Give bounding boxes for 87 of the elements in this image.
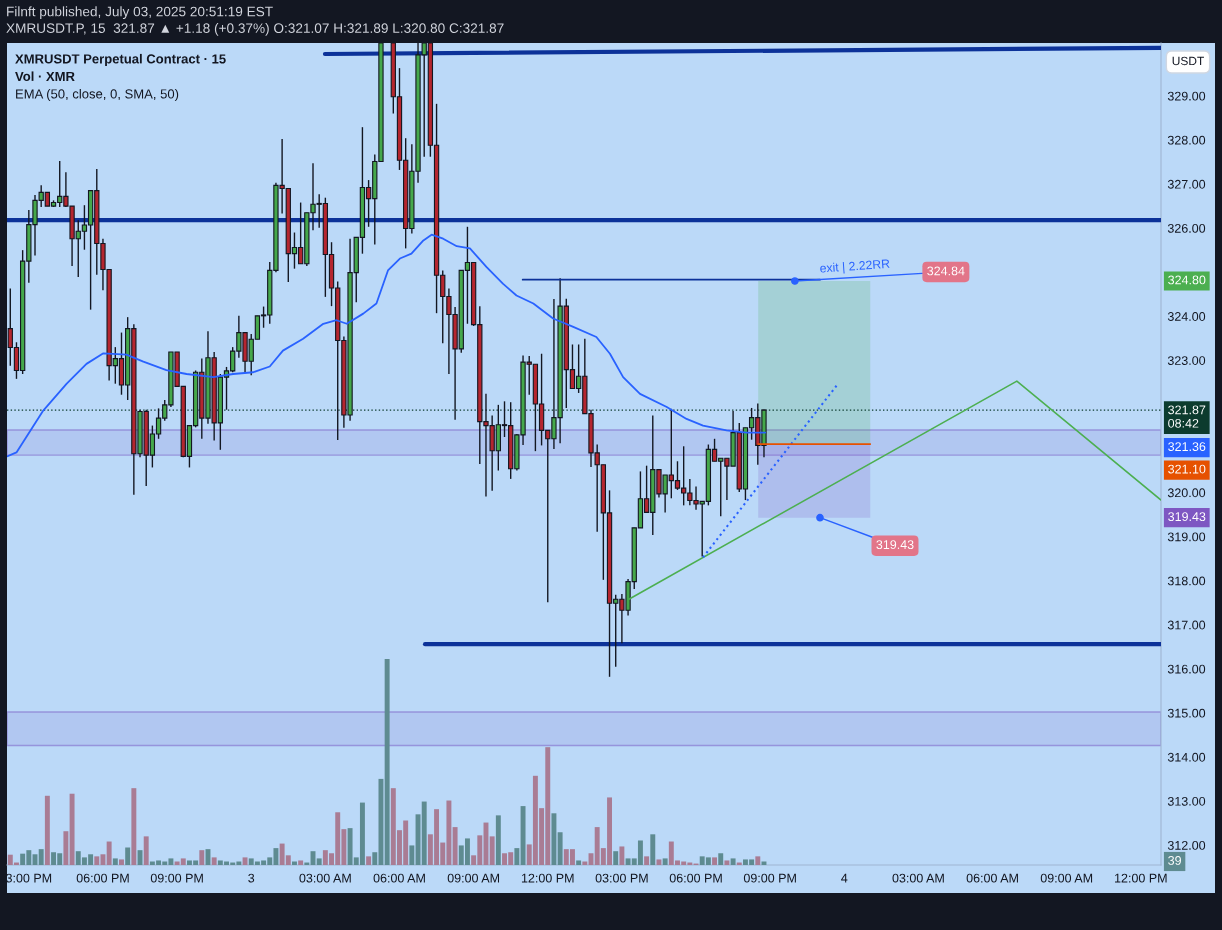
y-axis-title: USDT (1172, 56, 1204, 66)
bar (576, 860, 582, 865)
bar (520, 806, 526, 865)
bar (69, 793, 75, 865)
line-series (7, 233, 767, 458)
x-tick-label: 06:00 PM (76, 873, 129, 883)
bar (582, 861, 588, 865)
bar (131, 788, 137, 865)
x-tick-label: 3:00 PM (6, 873, 52, 883)
bar (44, 795, 50, 865)
bar (292, 861, 297, 865)
bar (712, 857, 718, 865)
bar (452, 827, 458, 865)
ref-line-label: 321.87 08:42 (1168, 405, 1206, 428)
bar (298, 860, 304, 865)
bar (761, 861, 767, 865)
bar (421, 801, 427, 865)
annotation: exit | 2.22RR (819, 258, 890, 276)
bar (656, 859, 662, 865)
x-tick-label: 09:00 PM (150, 873, 203, 883)
bar (551, 813, 557, 865)
bar (724, 860, 730, 865)
bar (112, 858, 118, 865)
x-tick-label: 03:00 PM (595, 873, 648, 883)
bar (384, 659, 390, 865)
bar (38, 849, 44, 865)
x-tick-label: 09:00 PM (743, 873, 796, 883)
text: 321.10 (1168, 464, 1206, 474)
y-tick-label: 319.00 (1167, 532, 1206, 542)
x-tick-label: 4 (841, 873, 848, 883)
bar (106, 841, 112, 865)
bar (495, 815, 501, 865)
bar (730, 858, 736, 865)
bar (119, 859, 124, 865)
y-tick-label: 313.00 (1167, 796, 1206, 806)
y-tick-label: 326.00 (1167, 223, 1206, 233)
bar (125, 847, 131, 865)
bar (644, 856, 650, 865)
bar (409, 845, 415, 865)
x-tick-label: 12:00 PM (1115, 873, 1167, 883)
y-tick-label: 317.00 (1167, 620, 1206, 630)
bar (316, 858, 322, 865)
bar (613, 851, 619, 865)
y-tick-label: 329.00 (1167, 91, 1206, 101)
bar (143, 836, 149, 865)
x-tick-label: 03:00 AM (892, 873, 944, 883)
bar (366, 856, 372, 865)
y-tick-label: 315.00 (1167, 708, 1206, 718)
y-tick-label: 314.00 (1167, 752, 1206, 762)
bar (489, 836, 495, 865)
bar (650, 834, 656, 865)
text: 324.80 (1168, 275, 1206, 285)
text: 39 (1168, 856, 1181, 865)
x-tick-label: 06:00 AM (373, 873, 425, 883)
x-tick-label: 06:00 AM (966, 873, 1018, 883)
y-tick-label: 327.00 (1167, 179, 1206, 189)
y-tick-label: 328.00 (1167, 135, 1206, 145)
y-tick-label: 324.00 (1167, 312, 1206, 321)
chart-title: Vol · XMR (15, 71, 75, 81)
x-tick-label: 09:00 AM (1040, 873, 1093, 883)
x-tick-label: 12:00 PM (521, 873, 574, 883)
y-tick-label: 312.00 (1167, 840, 1206, 850)
bar (199, 850, 205, 865)
bar (63, 831, 69, 865)
x-tick-label: 03:00 AM (299, 873, 351, 883)
bar (755, 856, 761, 865)
bar (662, 858, 668, 865)
x-tick-label: 09:00 AM (447, 873, 500, 883)
bar (211, 857, 217, 865)
bar (619, 846, 625, 865)
chart-subtitle: Filnft published, July 03, 2025 20:51:19 EST XMRUSDT.P, 15 321.87 ▲ +1.18 (+0.37%) O:321.07 H:321.89 L:320.80 C:321.87 (6, 6, 504, 36)
text: 319.43 (1168, 512, 1206, 522)
x-tick-label: 3 (248, 873, 255, 883)
bar (557, 832, 563, 865)
annotation: 324.84 (927, 266, 965, 276)
bar (514, 848, 520, 865)
y-tick-label: 320.00 (1167, 488, 1206, 498)
y-tick-label: 323.00 (1167, 356, 1206, 365)
bar (242, 857, 248, 865)
annotation: 319.43 (876, 540, 914, 550)
bar (718, 853, 724, 865)
text: 321.36 (1168, 442, 1206, 451)
text: XMRUSDT Perpetual Contract · 15 (15, 53, 226, 67)
x-tick-label: 06:00 PM (669, 873, 722, 883)
annotation: EMA (50, close, 0, SMA, 50) (16, 88, 179, 102)
y-tick-label: 318.00 (1167, 576, 1206, 586)
y-tick-label: 316.00 (1167, 664, 1206, 674)
